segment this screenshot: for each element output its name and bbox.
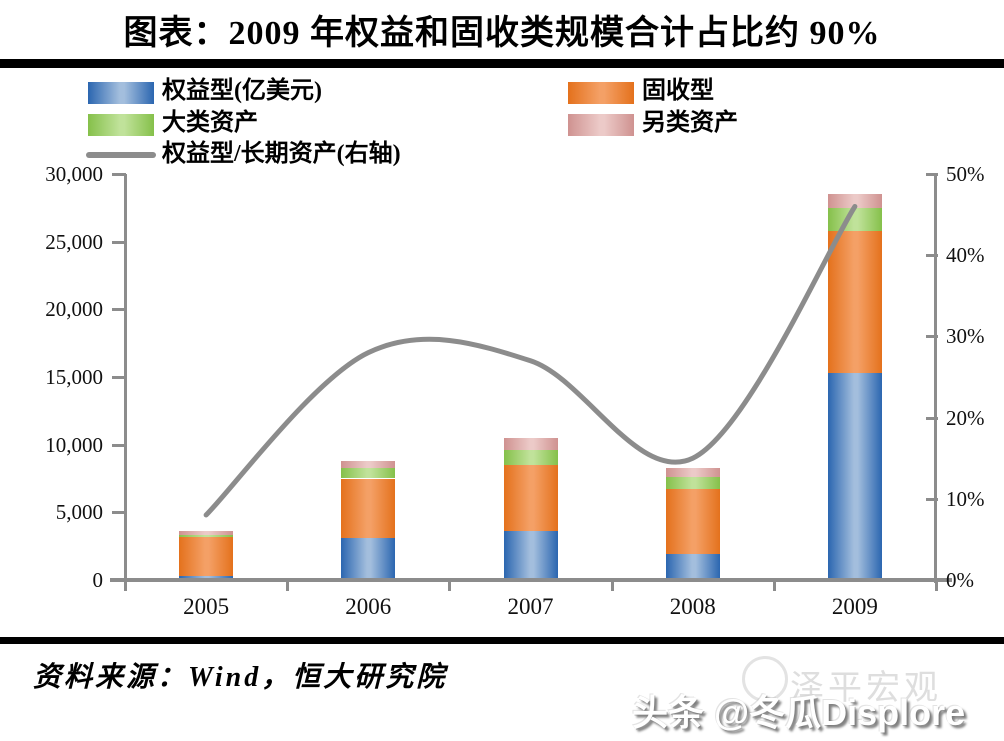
y-axis-tick-label-left: 10,000 — [45, 432, 103, 457]
x-axis-tick — [935, 580, 938, 591]
bar-segment-2007 — [503, 450, 558, 465]
x-axis-tick — [772, 580, 776, 591]
y-axis-tick-left — [112, 511, 126, 515]
y-axis-tick-left — [112, 308, 126, 312]
y-axis-tick-label-left: 15,000 — [45, 365, 103, 389]
bar-segment-2008 — [665, 477, 720, 490]
bar-segment-2005 — [179, 534, 234, 537]
y-axis-tick-label-right: 40% — [946, 243, 985, 268]
bar-segment-2009 — [827, 230, 882, 373]
y-axis-tick-label-left: 5,000 — [55, 500, 103, 525]
x-axis-label-2007: 2007 — [507, 594, 554, 619]
bar-segment-2005 — [179, 536, 234, 576]
y-axis-tick-right — [926, 254, 938, 258]
y-axis-tick-label-right: 10% — [946, 486, 985, 511]
bar-segment-2008 — [665, 467, 720, 478]
y-axis-tick-label-left: 0 — [92, 568, 104, 592]
bottom-divider — [0, 637, 1004, 644]
bar-segment-2006 — [341, 460, 396, 469]
y-axis-tick-label-right: 50% — [946, 162, 985, 186]
y-axis-tick-label-left: 25,000 — [45, 229, 103, 254]
y-axis-tick-right — [926, 335, 938, 339]
watermark-background-text: 泽平宏观 — [790, 669, 942, 707]
x-axis-tick — [448, 580, 452, 591]
bar-segment-2008 — [665, 489, 720, 555]
y-axis-tick-left — [112, 240, 126, 244]
legend-swatch-alternative — [568, 114, 634, 136]
y-axis-tick-label-right: 0% — [946, 568, 974, 592]
bar-segment-2007 — [503, 437, 558, 451]
x-axis — [110, 578, 952, 582]
legend-label-equity: 权益型(亿美元) — [162, 78, 322, 104]
y-axis-tick-label-left: 30,000 — [45, 162, 103, 186]
top-divider — [0, 59, 1004, 68]
bar-segment-2009 — [827, 194, 882, 208]
y-axis-tick-left — [112, 376, 126, 379]
bar-segment-2005 — [179, 531, 234, 535]
y-axis-tick-right — [926, 579, 938, 582]
legend-label-fixed-income: 固收型 — [642, 78, 714, 104]
legend-swatch-equity — [88, 82, 154, 104]
legend-label-alternative: 另类资产 — [642, 110, 738, 136]
watermark-foreground-text: 头条 @冬瓜Displore — [632, 692, 966, 733]
bar-segment-2005 — [179, 575, 234, 580]
chart-title: 图表：2009 年权益和固收类规模合计占比约 90% — [123, 15, 881, 52]
y-axis-tick-left — [112, 579, 126, 582]
bar-segment-2008 — [665, 554, 720, 580]
x-axis-label-2009: 2009 — [831, 594, 878, 619]
bar-segment-2006 — [341, 538, 396, 580]
bar-segment-2009 — [827, 372, 882, 580]
legend-swatch-multi-asset — [88, 114, 154, 136]
legend-swatch-fixed-income — [568, 82, 634, 104]
bar-segment-2007 — [503, 531, 558, 580]
x-axis-label-2005: 2005 — [183, 594, 230, 619]
x-axis-label-2008: 2008 — [669, 594, 716, 619]
watermark-logo-icon — [742, 656, 788, 702]
x-axis-label-2006: 2006 — [345, 594, 392, 619]
source-note: 资料来源：Wind，恒大研究院 — [33, 662, 448, 693]
y-axis-tick-right — [926, 497, 938, 501]
x-axis-tick — [610, 580, 614, 591]
legend-swatch-ratio-line — [86, 152, 156, 158]
y-axis-tick-right — [926, 173, 938, 176]
y-axis-tick-label-right: 30% — [946, 324, 985, 349]
y-axis-tick-label-right: 20% — [946, 405, 985, 430]
x-axis-tick — [124, 580, 127, 591]
y-axis-tick-left — [112, 443, 126, 447]
bar-segment-2009 — [827, 207, 882, 231]
y-axis-right — [934, 174, 937, 583]
bar-segment-2006 — [341, 478, 396, 538]
x-axis-tick — [286, 580, 290, 591]
y-axis-tick-left — [112, 173, 126, 176]
legend-label-ratio-line: 权益型/长期资产(右轴) — [162, 141, 401, 167]
bar-segment-2007 — [503, 465, 558, 532]
legend-label-multi-asset: 大类资产 — [162, 110, 258, 136]
bar-segment-2006 — [341, 468, 396, 479]
y-axis-tick-label-left: 20,000 — [45, 297, 103, 322]
y-axis-tick-right — [926, 416, 938, 420]
